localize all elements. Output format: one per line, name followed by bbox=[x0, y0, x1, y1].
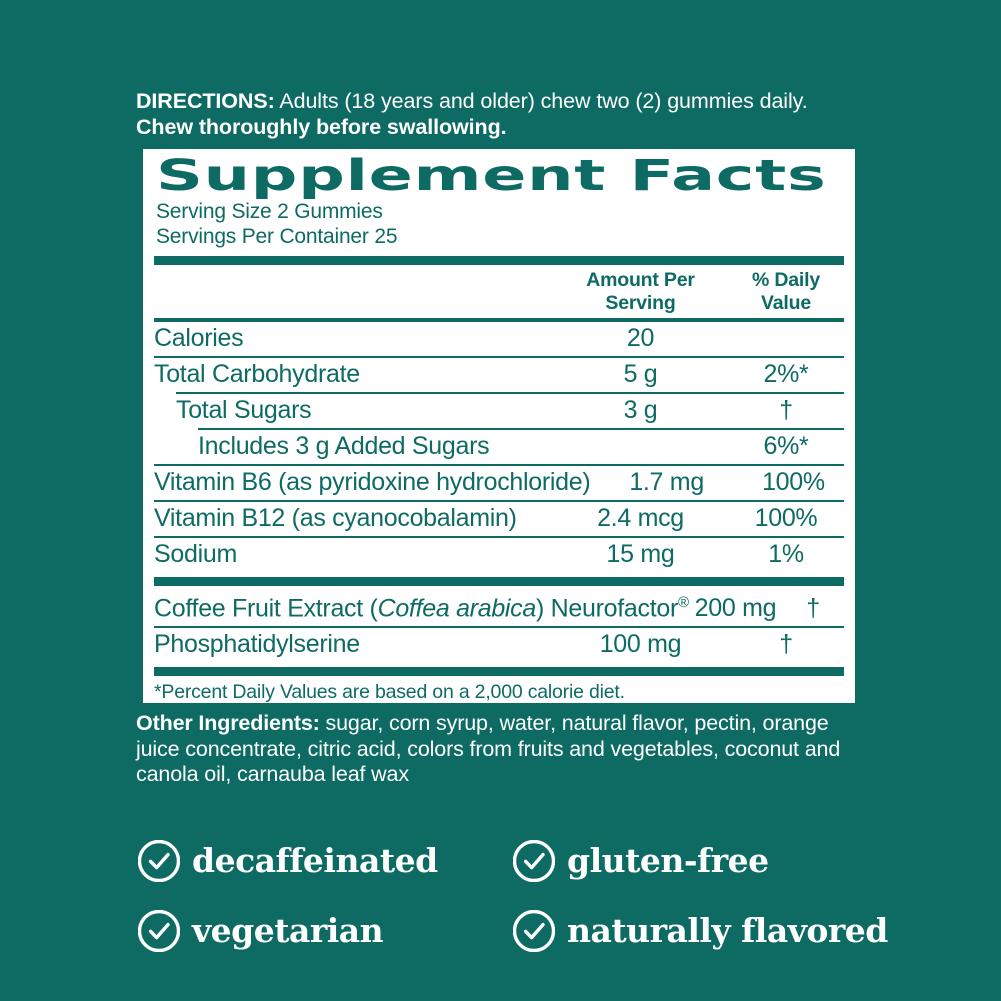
row-daily-value: 2%* bbox=[763, 360, 809, 388]
badge-list: decaffeinated gluten-free vegetarian bbox=[138, 826, 898, 966]
row-amount: 20 bbox=[626, 324, 655, 352]
row-divider bbox=[198, 428, 844, 430]
rule-before-blend bbox=[154, 577, 844, 586]
row-name: Includes 3 g Added Sugars bbox=[198, 432, 490, 460]
footnote-percent-daily-value: *Percent Daily Values are based on a 2,0… bbox=[154, 681, 625, 704]
row-amount: 3 g bbox=[623, 396, 658, 424]
row-name: Total Sugars bbox=[176, 396, 312, 424]
badge-vegetarian: vegetarian bbox=[138, 896, 513, 966]
row-divider bbox=[154, 536, 844, 538]
row-amount: 15 mg bbox=[606, 540, 675, 568]
row-name-pre: Coffee Fruit Extract ( bbox=[154, 594, 378, 623]
row-name: Phosphatidylserine bbox=[154, 630, 360, 659]
rule-before-footnotes bbox=[154, 667, 844, 677]
badge-label: naturally flavored bbox=[567, 911, 888, 950]
table-row: Vitamin B12 (as cyanocobalamin) 2.4 mcg … bbox=[154, 502, 844, 536]
other-ingredients-body: sugar, corn syrup, water, natural flavor… bbox=[136, 711, 841, 786]
row-divider bbox=[154, 356, 844, 358]
badge-decaffeinated: decaffeinated bbox=[138, 826, 513, 896]
table-row: Calories 20 bbox=[154, 322, 844, 356]
row-divider bbox=[176, 392, 844, 394]
column-headers: Amount Per Serving % Daily Value bbox=[154, 265, 844, 318]
table-row: Total Sugars 3 g † bbox=[154, 394, 844, 428]
directions-emphasis: Chew thoroughly before swallowing. bbox=[136, 115, 507, 139]
row-divider bbox=[154, 464, 844, 466]
row-daily-value: † bbox=[779, 630, 793, 659]
row-name: Sodium bbox=[154, 540, 237, 568]
column-header-daily-value: % Daily Value bbox=[752, 269, 820, 314]
supplement-facts-title-text: Supplement Facts bbox=[156, 151, 827, 201]
row-daily-value: † bbox=[806, 594, 820, 623]
directions-label: DIRECTIONS: bbox=[136, 89, 275, 113]
table-row: Sodium 15 mg 1% bbox=[154, 538, 844, 572]
column-header-amount: Amount Per Serving bbox=[586, 269, 695, 314]
badge-label: decaffeinated bbox=[192, 841, 438, 880]
supplement-facts-title: Supplement Facts bbox=[156, 154, 1001, 198]
row-daily-value: 6%* bbox=[763, 432, 809, 460]
row-daily-value: 100% bbox=[762, 468, 825, 496]
row-name: Vitamin B12 (as cyanocobalamin) bbox=[154, 504, 517, 532]
row-daily-value: † bbox=[779, 396, 793, 424]
footnote-dagger: †Daily Value not established. bbox=[154, 704, 399, 727]
row-amount: 1.7 mg bbox=[629, 468, 704, 496]
badge-label: gluten-free bbox=[567, 841, 769, 880]
row-amount: 2.4 mcg bbox=[597, 504, 684, 532]
check-circle-icon bbox=[138, 840, 180, 882]
row-amount: 5 g bbox=[623, 360, 658, 388]
servings-per-container: Servings Per Container 25 bbox=[156, 224, 398, 248]
badge-gluten-free: gluten-free bbox=[513, 826, 888, 896]
supplement-facts-panel: Supplement Facts Serving Size 2 Gummies … bbox=[140, 146, 858, 726]
check-circle-icon bbox=[138, 910, 180, 952]
row-amount: 200 mg bbox=[694, 594, 777, 623]
check-circle-icon bbox=[513, 840, 555, 882]
row-name: Vitamin B6 (as pyridoxine hydrochloride) bbox=[154, 468, 591, 496]
badge-naturally-flavored: naturally flavored bbox=[513, 896, 888, 966]
rule-after-servings bbox=[154, 256, 844, 265]
serving-size: Serving Size 2 Gummies bbox=[156, 200, 383, 223]
row-name: Coffee Fruit Extract (Coffea arabica) Ne… bbox=[154, 589, 689, 622]
other-ingredients-label: Other Ingredients: bbox=[136, 711, 320, 735]
badge-label: vegetarian bbox=[192, 911, 384, 950]
check-circle-icon bbox=[513, 910, 555, 952]
table-row: Total Carbohydrate 5 g 2%* bbox=[154, 358, 844, 392]
row-name-italic: Coffea arabica bbox=[377, 594, 537, 623]
directions-body: Adults (18 years and older) chew two (2)… bbox=[274, 89, 808, 113]
row-daily-value: 100% bbox=[754, 504, 818, 532]
other-ingredients-text: Other Ingredients: sugar, corn syrup, wa… bbox=[136, 711, 870, 788]
row-amount: 100 mg bbox=[599, 630, 682, 659]
table-row: Includes 3 g Added Sugars 6%* bbox=[154, 430, 844, 464]
row-divider bbox=[154, 500, 844, 502]
row-name: Calories bbox=[154, 324, 244, 352]
row-name: Total Carbohydrate bbox=[154, 360, 360, 388]
row-daily-value: 1% bbox=[768, 540, 804, 568]
rule-under-headers bbox=[154, 318, 844, 322]
registered-trademark-icon: ® bbox=[677, 594, 689, 611]
table-row: Phosphatidylserine 100 mg † bbox=[154, 628, 844, 662]
table-row: Coffee Fruit Extract (Coffea arabica) Ne… bbox=[154, 586, 844, 626]
row-divider bbox=[154, 626, 844, 629]
row-name-post: ) Neurofactor bbox=[535, 594, 678, 623]
directions-text: DIRECTIONS: Adults (18 years and older) … bbox=[136, 88, 862, 140]
table-row: Vitamin B6 (as pyridoxine hydrochloride)… bbox=[154, 466, 844, 500]
